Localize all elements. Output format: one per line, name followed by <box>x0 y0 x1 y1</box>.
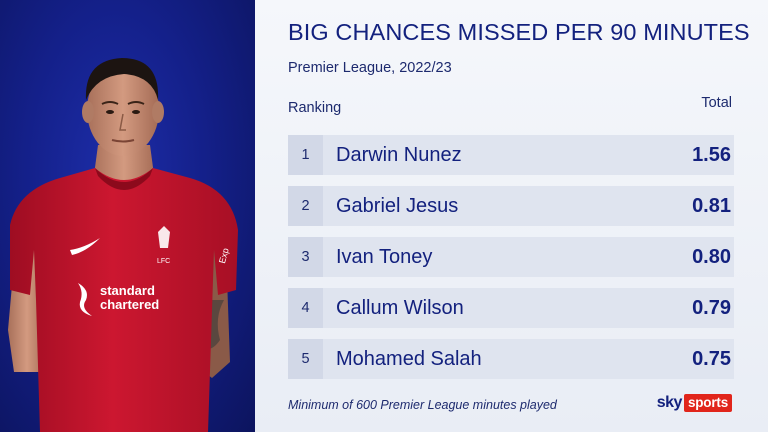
total-value: 0.80 <box>692 246 731 268</box>
rank-number: 1 <box>288 135 323 175</box>
svg-text:standard: standard <box>100 283 155 298</box>
ranking-row: 4 Callum Wilson 0.79 <box>288 288 734 328</box>
player-name: Mohamed Salah <box>336 348 482 370</box>
logo-sky-text: sky <box>656 394 683 411</box>
player-name: Ivan Toney <box>336 246 433 268</box>
right-ear <box>152 101 164 123</box>
ranking-row: 5 Mohamed Salah 0.75 <box>288 339 734 379</box>
svg-text:LFC: LFC <box>157 258 170 265</box>
rank-number: 4 <box>288 288 323 328</box>
total-value: 1.56 <box>692 144 731 166</box>
shirt <box>10 168 238 432</box>
total-value: 0.79 <box>692 297 731 319</box>
shirt-collar <box>95 168 153 190</box>
total-value: 0.81 <box>692 195 731 217</box>
player-name: Callum Wilson <box>336 297 464 319</box>
column-header-total: Total <box>701 95 732 111</box>
player-head <box>87 64 159 156</box>
player-name: Darwin Nunez <box>336 144 462 166</box>
player-photo: LFC standard chartered Exp <box>0 0 255 432</box>
rank-number: 3 <box>288 237 323 277</box>
logo-sports-text: sports <box>683 394 732 412</box>
ranking-row: 1 Darwin Nunez 1.56 <box>288 135 734 175</box>
chart-subtitle: Premier League, 2022/23 <box>288 60 452 76</box>
player-name: Gabriel Jesus <box>336 195 459 217</box>
ranking-panel: BIG CHANCES MISSED PER 90 MINUTES Premie… <box>255 0 768 432</box>
swoosh-icon <box>70 238 100 255</box>
footnote: Minimum of 600 Premier League minutes pl… <box>288 398 557 412</box>
rank-number: 5 <box>288 339 323 379</box>
sponsor-logo-icon <box>78 283 92 316</box>
lfc-crest-icon: LFC <box>157 226 170 265</box>
sleeve-text: Exp <box>217 247 231 265</box>
column-header-ranking: Ranking <box>288 100 342 116</box>
svg-text:chartered: chartered <box>100 297 159 312</box>
shirt-sponsor: standard chartered <box>78 283 159 316</box>
sky-sports-logo: sky sports <box>657 393 732 413</box>
rank-number: 2 <box>288 186 323 226</box>
ranking-row: 2 Gabriel Jesus 0.81 <box>288 186 734 226</box>
total-value: 0.75 <box>692 348 731 370</box>
ranking-row: 3 Ivan Toney 0.80 <box>288 237 734 277</box>
player-hair <box>85 58 159 100</box>
chart-title: BIG CHANCES MISSED PER 90 MINUTES <box>288 19 750 45</box>
player-illustration: LFC standard chartered Exp <box>8 58 238 432</box>
left-ear <box>82 101 94 123</box>
